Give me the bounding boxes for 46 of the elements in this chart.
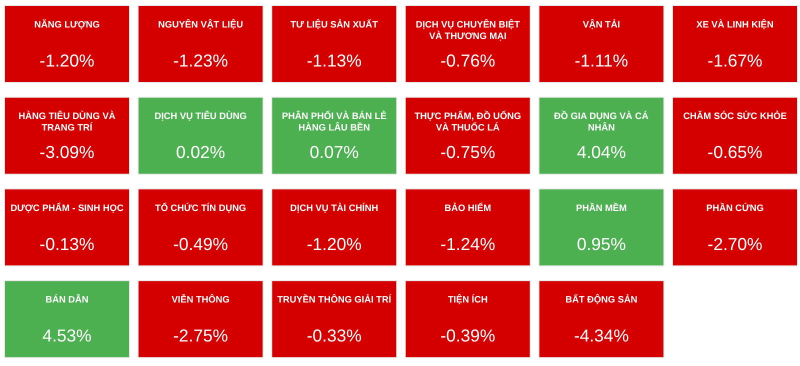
category-label: VẬN TẢI — [582, 18, 620, 30]
category-label: TRUYỀN THÔNG GIẢI TRÍ — [277, 294, 392, 305]
category-label: CHĂM SÓC SỨC KHỎE — [683, 110, 787, 122]
category-label: DỊCH VỤ TIÊU DÙNG — [154, 110, 247, 122]
data-label: -1.13% — [306, 50, 362, 70]
data-label: -0.49% — [173, 234, 228, 254]
data-label: 4.04% — [576, 142, 626, 162]
data-label: -2.70% — [708, 234, 762, 254]
category-label: DỊCH VỤ TÀI CHÍNH — [290, 202, 379, 213]
data-label: 0.02% — [176, 142, 226, 162]
category-label: PHÂN PHỐI VÀ BÁN LẺ HÀNG LÂU BỀN — [282, 110, 387, 133]
category-label: TIỆN ÍCH — [448, 294, 488, 305]
category-label: VIỄN THÔNG — [172, 294, 230, 305]
category-label: PHẦN CỨNG — [706, 202, 764, 213]
category-label: HÀNG TIÊU DÙNG VÀ TRANG TRÍ — [18, 110, 116, 133]
data-label: -0.39% — [440, 326, 496, 346]
category-label: BẤT ĐỘNG SẢN — [565, 294, 638, 305]
category-label: THỰC PHẨM, ĐỒ UỐNG VÀ THUỐC LÁ — [414, 110, 522, 133]
data-label: -1.67% — [708, 50, 762, 70]
category-label: NĂNG LƯỢNG — [34, 18, 100, 30]
category-label: PHẦN MỀM — [576, 202, 628, 213]
category-label: NGUYÊN VẬT LIỆU — [158, 18, 244, 30]
data-label: -2.75% — [173, 326, 228, 346]
category-label: TỔ CHỨC TÍN DỤNG — [155, 202, 246, 213]
data-label: -0.76% — [440, 50, 496, 70]
data-label: 0.95% — [576, 234, 626, 254]
category-label: DƯỢC PHẨM - SINH HỌC — [10, 202, 124, 213]
data-label: -0.33% — [306, 326, 362, 346]
category-label: BÁN DẪN — [45, 294, 89, 305]
category-label: BẢO HIỂM — [444, 202, 492, 213]
data-label: -0.65% — [708, 142, 762, 162]
data-label: 0.07% — [310, 142, 359, 162]
category-label: TƯ LIỆU SẢN XUẤT — [290, 18, 378, 30]
data-label: -3.09% — [40, 142, 94, 162]
data-label: -1.23% — [173, 50, 228, 70]
data-label: -1.24% — [440, 234, 496, 254]
category-label: XE VÀ LINH KIỆN — [696, 18, 774, 30]
data-label: -1.20% — [40, 50, 94, 70]
category-label: DỊCH VỤ CHUYÊN BIỆT VÀ THƯƠNG MẠI — [416, 18, 520, 41]
data-label: -1.11% — [574, 50, 628, 70]
data-label: -0.13% — [40, 234, 94, 254]
data-label: 4.53% — [42, 326, 92, 346]
data-label: -0.75% — [440, 142, 496, 162]
category-label: ĐỒ GIA DỤNG VÀ CÁ NHÂN — [554, 110, 649, 133]
data-label: -4.34% — [574, 326, 629, 346]
data-label: -1.20% — [306, 234, 362, 254]
